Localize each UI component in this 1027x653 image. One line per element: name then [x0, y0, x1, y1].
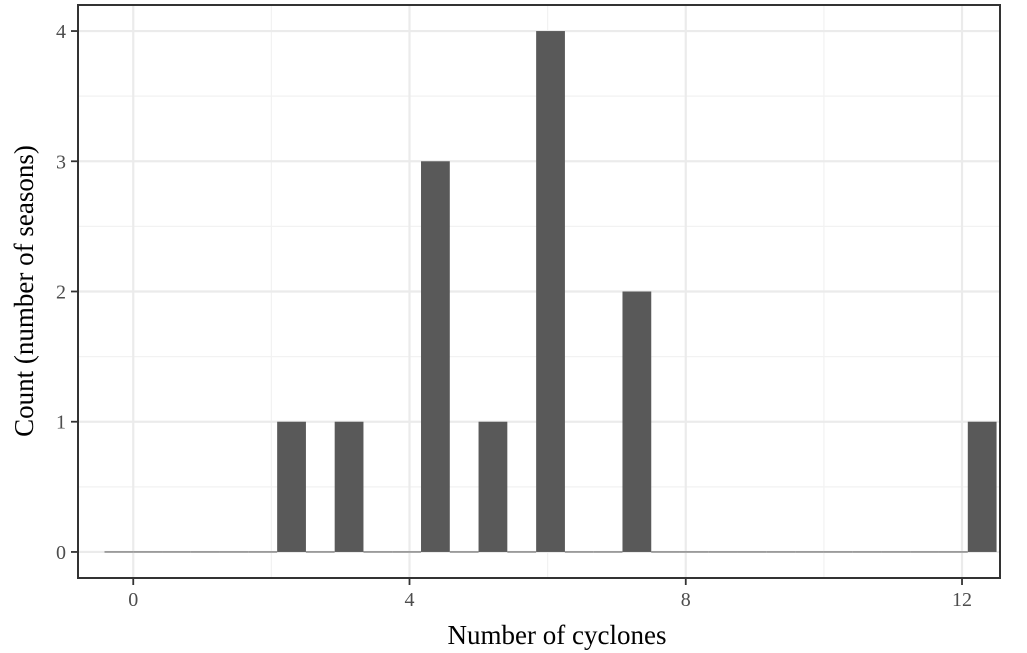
y-tick-label: 2: [56, 282, 66, 304]
bar: [651, 551, 680, 553]
bar: [708, 551, 738, 553]
bar: [190, 551, 220, 553]
bar: [564, 551, 594, 553]
bar: [363, 551, 393, 553]
x-tick-label: 12: [952, 589, 972, 611]
bar: [305, 551, 335, 553]
bar: [421, 161, 450, 552]
bar: [593, 551, 623, 553]
bar: [967, 421, 997, 552]
bar: [766, 551, 796, 553]
bar: [823, 551, 853, 553]
y-tick-label: 3: [56, 151, 66, 173]
y-axis-ticks: 0 1 2 3 4: [56, 21, 78, 564]
bar: [219, 551, 249, 553]
bar: [104, 551, 134, 553]
x-axis-title: Number of cyclones: [448, 620, 667, 650]
bar: [881, 551, 911, 553]
y-tick-label: 0: [56, 542, 66, 564]
bar: [478, 421, 508, 552]
y-axis-title: Count (number of seasons): [9, 145, 39, 437]
bar: [133, 551, 163, 553]
x-axis-ticks: 0 4 8 12: [128, 578, 972, 611]
bar: [334, 421, 364, 552]
x-tick-label: 8: [681, 589, 691, 611]
x-tick-label: 0: [128, 589, 138, 611]
bar: [277, 421, 306, 552]
bar: [680, 551, 709, 553]
bar: [392, 551, 421, 553]
bars: [104, 31, 997, 553]
bar: [938, 551, 968, 553]
bar: [737, 551, 767, 553]
bar: [910, 551, 939, 553]
bar: [536, 31, 565, 552]
bar: [795, 551, 824, 553]
x-tick-label: 4: [405, 589, 415, 611]
bar: [248, 551, 278, 553]
bar: [449, 551, 479, 553]
bar: [507, 551, 537, 553]
y-tick-label: 1: [56, 412, 66, 434]
bar: [162, 551, 191, 553]
bar: [852, 551, 882, 553]
y-tick-label: 4: [56, 21, 66, 43]
bar: [622, 291, 652, 552]
